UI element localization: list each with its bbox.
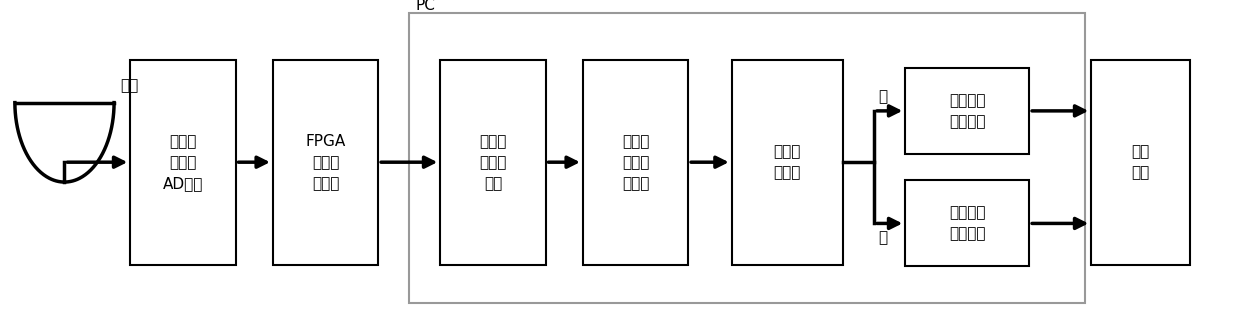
Bar: [905, 68, 1029, 154]
Text: 磁盘
阵列: 磁盘 阵列: [1132, 144, 1149, 180]
Text: 焦平面
单元及
AD采集: 焦平面 单元及 AD采集: [162, 134, 203, 191]
Text: 高时间分
辨率存储: 高时间分 辨率存储: [949, 93, 986, 129]
Bar: [732, 60, 843, 265]
Bar: [1091, 60, 1190, 265]
Bar: [440, 60, 546, 265]
Text: 数据采
集参数
设置: 数据采 集参数 设置: [479, 134, 507, 191]
Bar: [273, 60, 378, 265]
Bar: [130, 60, 236, 265]
Text: 读取指
定频点
功率値: 读取指 定频点 功率値: [621, 134, 650, 191]
Text: FPGA
高速实
时处理: FPGA 高速实 时处理: [305, 134, 346, 191]
Text: PC: PC: [415, 0, 435, 13]
Bar: [409, 13, 1085, 303]
Text: 判断是
否爆发: 判断是 否爆发: [774, 144, 801, 180]
Text: 低时间分
辨率存储: 低时间分 辨率存储: [949, 206, 986, 241]
Text: 否: 否: [878, 230, 887, 245]
Text: 天线: 天线: [120, 78, 139, 94]
Bar: [905, 180, 1029, 266]
Bar: [583, 60, 688, 265]
Text: 是: 是: [878, 89, 887, 104]
